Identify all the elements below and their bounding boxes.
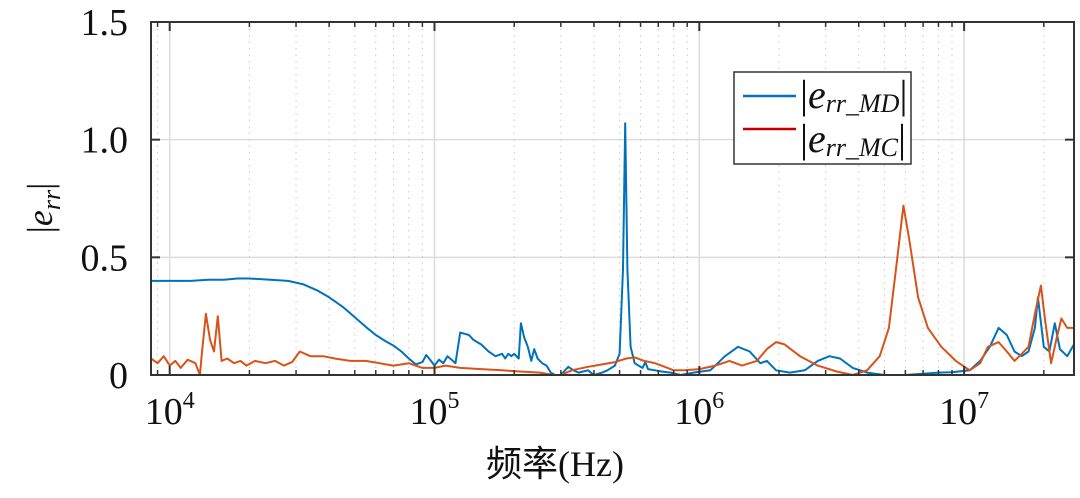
legend: |err_MD| |err_MC| — [733, 71, 912, 165]
legend-box — [733, 71, 912, 165]
y-tick-label: 0 — [109, 355, 128, 397]
y-axis-title: |err| — [20, 183, 66, 234]
grid-lines — [151, 22, 1074, 375]
y-tick-label: 0.5 — [81, 237, 129, 279]
x-tick-label: 105 — [409, 388, 459, 433]
x-tick-label: 104 — [145, 388, 195, 433]
series-line-mc — [150, 204, 1074, 376]
y-axis-title-main: e — [20, 210, 60, 226]
axis-ticks — [151, 21, 1074, 376]
y-tick-label: 1.0 — [81, 120, 129, 162]
y-axis-title-sub: rr — [37, 189, 66, 210]
legend-label-md: |err_MD| — [800, 72, 907, 118]
x-axis-title: 频率(Hz) — [486, 444, 624, 484]
y-tick-labels: 0 0.5 1.0 1.5 — [81, 2, 129, 397]
axes-frame — [150, 21, 1075, 376]
y-tick-label: 1.5 — [81, 2, 129, 44]
x-tick-label: 107 — [939, 388, 989, 433]
x-tick-label: 106 — [674, 388, 724, 433]
legend-label-mc: |err_MC| — [800, 116, 906, 162]
svg-text:|err|: |err| — [20, 183, 66, 234]
x-tick-labels: 104 105 106 107 — [145, 388, 989, 433]
plot-series — [150, 122, 1075, 376]
